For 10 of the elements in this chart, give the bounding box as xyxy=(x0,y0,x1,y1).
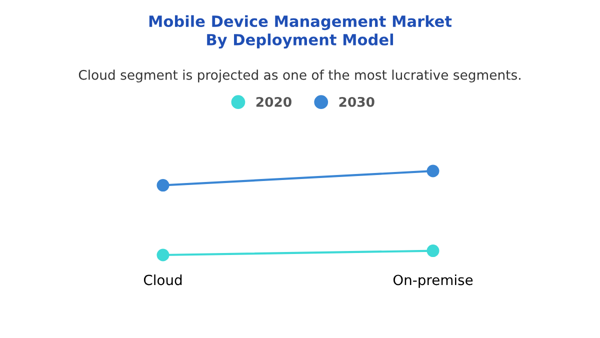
point xyxy=(156,248,170,262)
point xyxy=(426,164,440,178)
point xyxy=(156,179,170,192)
x-tick-label: Cloud xyxy=(144,274,182,286)
legend-label: 2020 xyxy=(256,96,292,107)
point xyxy=(426,244,440,258)
chart-title: Mobile Device Management Market By Deployment Model xyxy=(149,15,452,49)
legend-label: 2030 xyxy=(339,96,374,107)
chart-subtitle: Cloud segment is projected as one of the most lucrative segments. xyxy=(78,70,520,82)
x-tick-label: On-premise xyxy=(393,274,473,288)
